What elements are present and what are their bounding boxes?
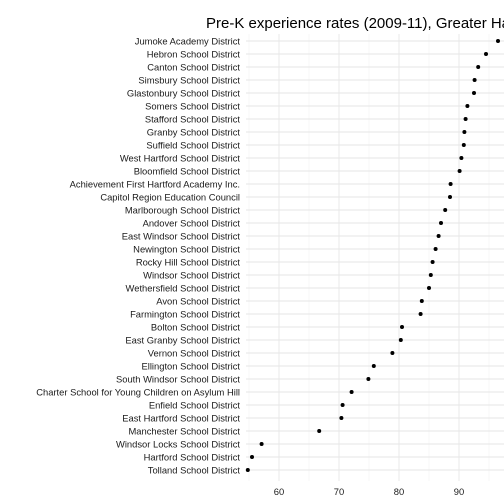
- data-point: [436, 234, 441, 238]
- category-label: Rocky Hill School District: [136, 256, 241, 267]
- category-label: Capitol Region Education Council: [100, 191, 240, 202]
- category-label: Glastonbury School District: [127, 87, 240, 98]
- data-point: [419, 299, 424, 303]
- data-point: [250, 455, 254, 459]
- category-label: Wethersfield School District: [126, 282, 241, 293]
- data-point: [443, 208, 448, 212]
- category-label: Granby School District: [147, 126, 241, 137]
- data-point: [484, 52, 488, 56]
- x-tick-label: 70: [334, 486, 344, 497]
- data-point: [439, 221, 443, 225]
- category-label: Avon School District: [156, 295, 240, 306]
- category-label: East Granby School District: [125, 334, 240, 345]
- category-label: Tolland School District: [148, 464, 241, 475]
- category-label: East Hartford School District: [122, 412, 240, 423]
- data-point: [448, 182, 453, 186]
- chart-title: Pre-K experience rates (2009-11), Greate…: [206, 15, 504, 32]
- data-point: [259, 442, 264, 446]
- data-point: [418, 312, 423, 316]
- data-point: [496, 39, 500, 43]
- data-point: [463, 117, 468, 121]
- data-point: [398, 338, 403, 342]
- data-point: [430, 260, 435, 264]
- category-label: Charter School for Young Children on Asy…: [36, 386, 240, 397]
- category-label: Windsor School District: [143, 269, 240, 280]
- category-label: Hartford School District: [144, 451, 241, 462]
- data-point: [428, 273, 433, 277]
- category-labels: Jumoke Academy District Hebron School Dis…: [36, 35, 240, 475]
- data-point: [400, 325, 404, 329]
- category-label: Somers School District: [145, 100, 240, 111]
- category-label: Manchester School District: [129, 425, 241, 436]
- category-label: South Windsor School District: [116, 373, 240, 384]
- category-label: Vernon School District: [148, 347, 241, 358]
- x-tick-labels: 60 70 80 90: [274, 486, 464, 497]
- category-label: Ellington School District: [142, 360, 241, 371]
- category-label: Canton School District: [147, 61, 240, 72]
- data-point: [340, 403, 345, 407]
- category-label: Farmington School District: [130, 308, 240, 319]
- data-point: [339, 416, 344, 420]
- data-point: [245, 468, 250, 472]
- data-points: [245, 39, 500, 472]
- data-point: [448, 195, 452, 199]
- category-label: East Windsor School District: [122, 230, 241, 241]
- data-point: [457, 169, 462, 173]
- category-label: Suffield School District: [146, 139, 240, 150]
- x-tick-label: 60: [274, 486, 284, 497]
- category-label: Enfield School District: [149, 399, 241, 410]
- data-point: [465, 104, 470, 108]
- data-point: [459, 156, 464, 160]
- category-label: Jumoke Academy District: [135, 35, 241, 46]
- data-point: [433, 247, 438, 251]
- data-point: [472, 78, 477, 82]
- category-label: Bolton School District: [151, 321, 240, 332]
- category-label: Marlborough School District: [125, 204, 241, 215]
- data-point: [317, 429, 322, 433]
- category-label: Andover School District: [143, 217, 241, 228]
- data-point: [462, 130, 467, 134]
- data-point: [472, 91, 476, 95]
- category-label: Stafford School District: [145, 113, 241, 124]
- category-label: Achievement First Hartford Academy Inc.: [70, 178, 240, 189]
- category-label: Simsbury School District: [138, 74, 240, 85]
- category-label: West Hartford School District: [120, 152, 241, 163]
- category-label: Windsor Locks School District: [116, 438, 240, 449]
- data-point: [461, 143, 466, 147]
- data-point: [427, 286, 431, 290]
- data-point: [476, 65, 481, 69]
- category-label: Newington School District: [133, 243, 240, 254]
- data-point: [349, 390, 354, 394]
- x-tick-label: 80: [394, 486, 404, 497]
- category-label: Hebron School District: [147, 48, 241, 59]
- data-point: [371, 364, 376, 368]
- category-label: Bloomfield School District: [134, 165, 241, 176]
- grid: [246, 34, 504, 481]
- x-tick-label: 90: [454, 486, 464, 497]
- data-point: [366, 377, 371, 381]
- data-point: [390, 351, 395, 355]
